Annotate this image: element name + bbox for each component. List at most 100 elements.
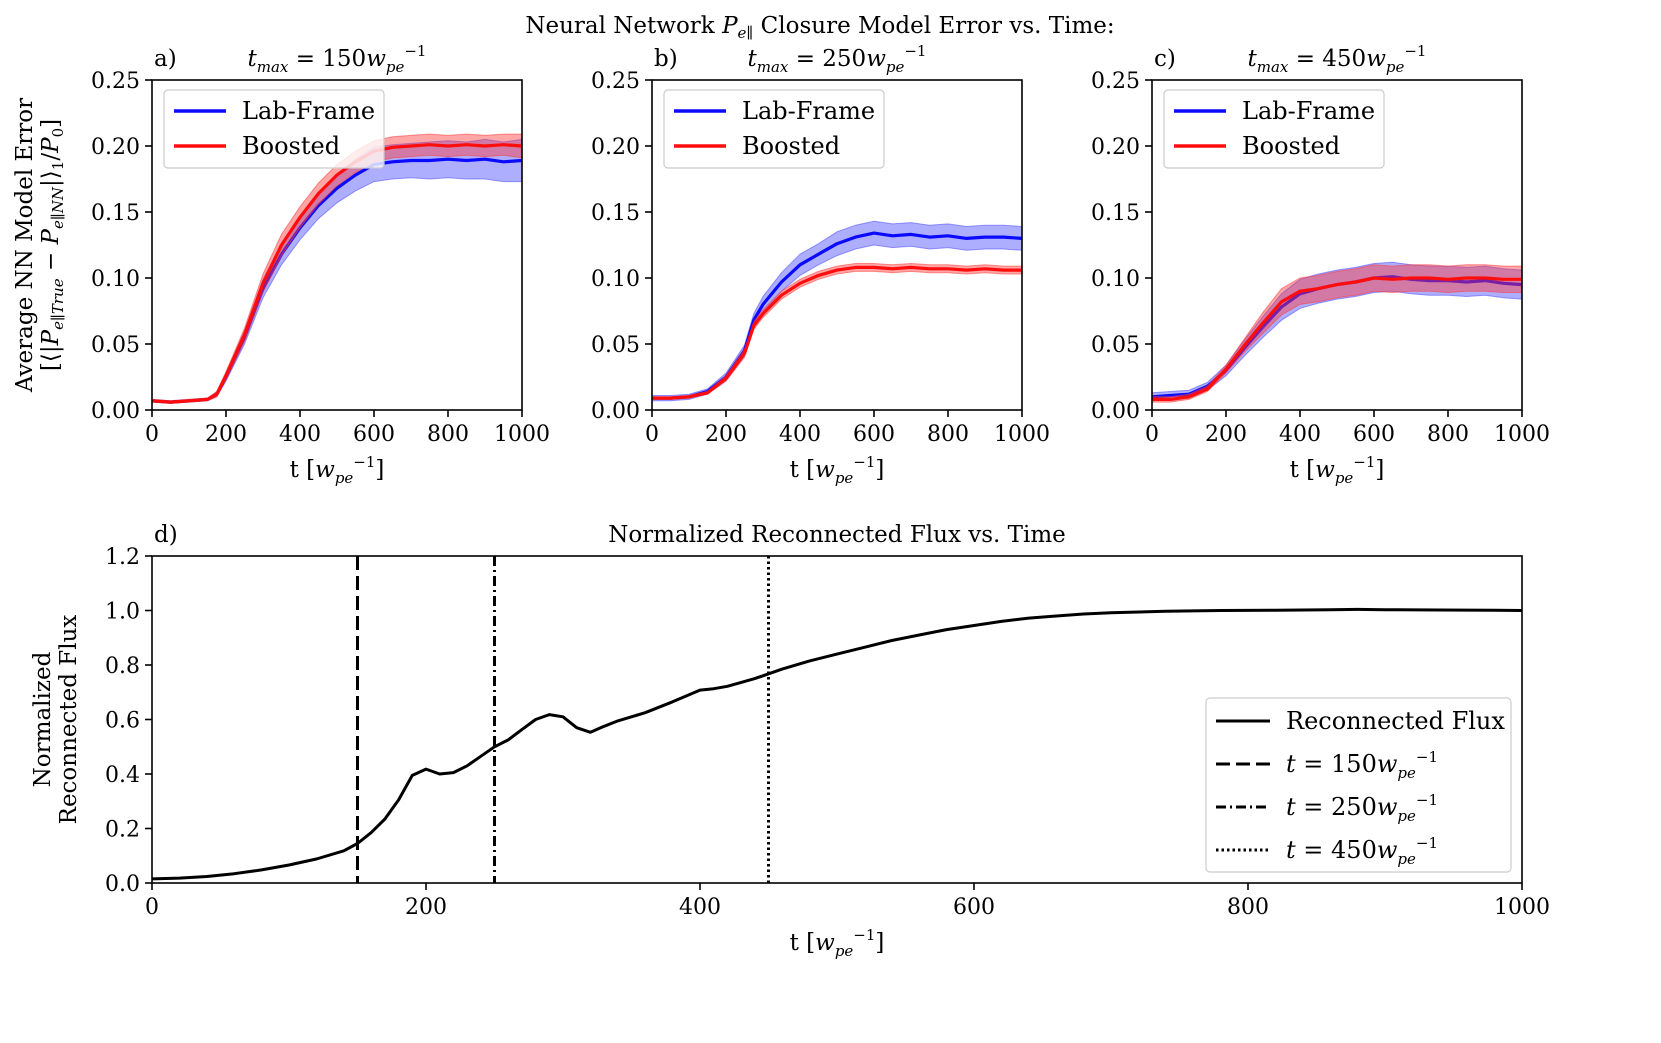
series-line-reconnected-flux — [152, 607, 1522, 881]
series-line-boosted — [652, 265, 1022, 400]
x-tick-label: 400 — [779, 422, 821, 447]
y-tick-label: 0.6 — [105, 709, 140, 734]
legend-entry-label: t = 450wpe−1​ — [1286, 834, 1438, 868]
y-tick-label: 0.2 — [105, 818, 140, 843]
y-tick-label: 1.2 — [105, 545, 140, 570]
x-tick-label: 200 — [405, 895, 447, 920]
chart-panel-b: 0 200 400 600 800 1000 0.00 0.05 0.10 0.15 0.20 0.2… — [591, 42, 1050, 487]
y-tick-label: 0.25 — [91, 69, 140, 94]
y-axis-label-line2: [⟨|Pe∥True − Pe∥NN|⟩1/P0] — [38, 119, 67, 371]
x-tick-label: 0 — [645, 422, 659, 447]
y-tick-label: 0.05 — [591, 333, 640, 358]
plot-area — [1152, 261, 1522, 403]
chart-panel-d: 0 200 400 600 800 1000 0.0 0.2 0.4 0.6 0.8 1.0 1.2 t … — [30, 522, 1550, 960]
panel-label: a) — [154, 46, 177, 72]
x-tick-label: 1000 — [1494, 422, 1550, 447]
y-tick-label: 0.4 — [105, 763, 140, 788]
x-tick-label: 0 — [145, 895, 159, 920]
legend-entry-label: Lab-Frame — [242, 97, 375, 125]
chart-panel-c: 0 200 400 600 800 1000 0.00 0.05 0.10 0.15 0.20 0.2… — [1091, 42, 1550, 487]
x-axis-label: t [wpe−1​] — [790, 926, 885, 960]
y-tick-label: 0.10 — [1091, 267, 1140, 292]
x-tick-label: 600 — [1353, 422, 1395, 447]
legend-entry-label: Reconnected Flux — [1286, 707, 1505, 735]
x-tick-label: 1000 — [494, 422, 550, 447]
panel-label: d) — [154, 522, 178, 548]
x-tick-label: 0 — [145, 422, 159, 447]
legend: Lab-Frame Boosted — [163, 89, 385, 169]
x-tick-label: 200 — [1205, 422, 1247, 447]
y-axis-label-line2: Reconnected Flux — [56, 615, 82, 825]
x-tick-label: 1000 — [1494, 895, 1550, 920]
x-tick-label: 800 — [1427, 422, 1469, 447]
series-line-boosted — [1152, 276, 1522, 401]
figure-title: Neural Network Pe∥ Closure Model Error v… — [525, 13, 1114, 42]
legend: Lab-Frame Boosted — [1163, 89, 1385, 169]
chart-panels: 0 200 400 600 800 10000.000.050.100.150.200.2… — [30, 42, 1550, 960]
x-tick-label: 800 — [927, 422, 969, 447]
legend-box — [1205, 697, 1512, 873]
x-tick-label: 400 — [679, 895, 721, 920]
y-tick-label: 0.15 — [91, 201, 140, 226]
x-tick-label: 800 — [1227, 895, 1269, 920]
y-tick-label: 0.10 — [591, 267, 640, 292]
legend-entry-label: Boosted — [742, 132, 840, 160]
x-tick-label: 800 — [427, 422, 469, 447]
y-tick-label: 0.15 — [1091, 201, 1140, 226]
panel-title: tmax = 450wpe−1​ — [1248, 42, 1427, 76]
y-tick-label: 0.25 — [591, 69, 640, 94]
y-axis-label-line1: Average NN Model Error — [12, 98, 38, 393]
series-band-lab-frame — [652, 220, 1022, 402]
legend: Lab-Frame Boosted — [663, 89, 885, 169]
y-tick-label: 1.0 — [105, 600, 140, 625]
y-tick-label: 0.20 — [1091, 135, 1140, 160]
shared-y-axis-label: Average NN Model Error [⟨|Pe∥True − Pe∥NN… — [12, 98, 67, 393]
y-tick-label: 0.0 — [105, 872, 140, 897]
panel-title: Normalized Reconnected Flux vs. Time — [608, 522, 1066, 548]
y-tick-label: 0.00 — [91, 399, 140, 424]
legend-entry-label: Lab-Frame — [742, 97, 875, 125]
series-band-boosted — [652, 262, 1022, 400]
series-line-boosted — [152, 143, 522, 404]
y-tick-label: 0.25 — [1091, 69, 1140, 94]
x-tick-label: 0 — [1145, 422, 1159, 447]
axes-frame — [651, 79, 1023, 411]
axes-frame — [151, 79, 523, 411]
panel-title: tmax = 150wpe−1​ — [248, 42, 427, 76]
y-tick-label: 0.20 — [591, 135, 640, 160]
legend: Reconnected Flux t = 150wpe−1​ t = 250wpe−… — [1205, 697, 1512, 873]
x-tick-label: 200 — [705, 422, 747, 447]
legend-entry-label: Boosted — [1242, 132, 1340, 160]
x-tick-label: 600 — [853, 422, 895, 447]
x-tick-label: 600 — [353, 422, 395, 447]
y-tick-label: 0.15 — [591, 201, 640, 226]
legend-entry-label: Boosted — [242, 132, 340, 160]
x-tick-label: 400 — [1279, 422, 1321, 447]
panel-title: tmax = 250wpe−1​ — [748, 42, 927, 76]
y-tick-label: 0.05 — [91, 333, 140, 358]
y-tick-label: 0.00 — [591, 399, 640, 424]
x-axis-label: t [wpe−1​] — [1290, 453, 1385, 487]
axes-frame — [1151, 79, 1523, 411]
x-axis-label: t [wpe−1​] — [790, 453, 885, 487]
chart-panel-a: 0 200 400 600 800 1000 0.00 0.05 0.10 0.15 0.20 0.2… — [91, 42, 550, 487]
panel-label: c) — [1154, 46, 1176, 72]
x-tick-label: 1000 — [994, 422, 1050, 447]
series-band-lab-frame — [1152, 261, 1522, 402]
y-axis-label-line1: Normalized — [30, 651, 56, 787]
plot-area — [652, 220, 1022, 402]
legend-entry-label: t = 150wpe−1​ — [1286, 748, 1438, 782]
x-axis-label: t [wpe−1​] — [290, 453, 385, 487]
x-tick-label: 600 — [953, 895, 995, 920]
y-tick-label: 0.20 — [91, 135, 140, 160]
y-tick-label: 0.00 — [1091, 399, 1140, 424]
legend-entry-label: Lab-Frame — [1242, 97, 1375, 125]
plot-area — [152, 133, 522, 404]
y-tick-label: 0.05 — [1091, 333, 1140, 358]
series-line-lab-frame — [652, 231, 1022, 400]
plot-area — [152, 556, 1522, 883]
legend-entry-label: t = 250wpe−1​ — [1286, 791, 1438, 825]
x-tick-label: 400 — [279, 422, 321, 447]
x-tick-label: 200 — [205, 422, 247, 447]
